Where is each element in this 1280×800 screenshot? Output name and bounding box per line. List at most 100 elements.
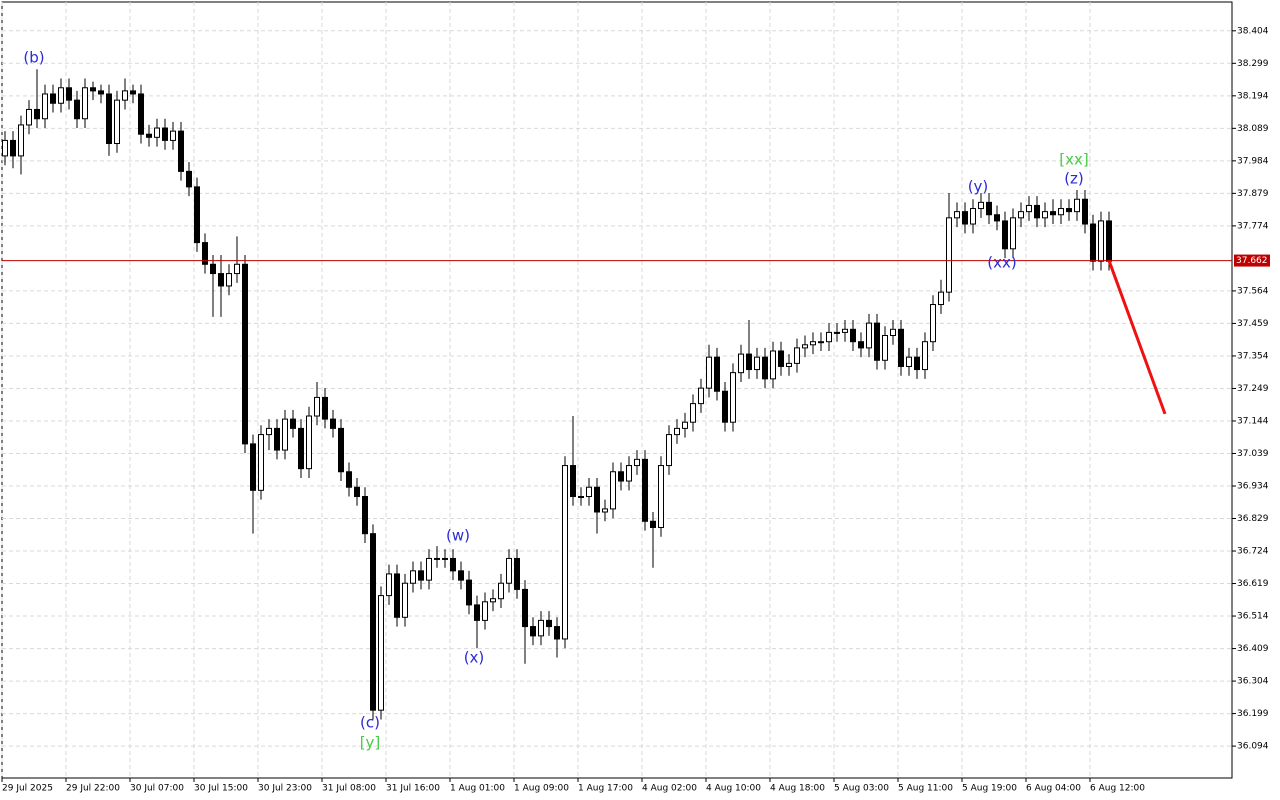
candle-body — [874, 322, 880, 361]
y-tick-label: 37.144 — [1237, 416, 1269, 426]
candle-body — [698, 387, 704, 405]
candle-body — [802, 344, 808, 349]
candle-body — [818, 341, 824, 344]
candle-body — [250, 443, 256, 491]
candle-body — [1058, 208, 1064, 216]
candle-body — [378, 595, 384, 711]
candle-body — [554, 626, 560, 640]
candle-body — [226, 273, 232, 287]
candle-body — [938, 291, 944, 306]
y-tick-label: 37.354 — [1237, 351, 1269, 361]
wave-label: (y) — [968, 178, 989, 196]
y-tick-label: 37.249 — [1237, 384, 1269, 394]
candle-body — [882, 335, 888, 361]
x-tick-label: 4 Aug 02:00 — [642, 784, 697, 794]
candle-body — [98, 90, 104, 95]
forecast-line — [1107, 260, 1167, 415]
candle-body — [186, 170, 192, 188]
candle-body — [218, 273, 224, 287]
x-tick-label: 31 Jul 08:00 — [322, 784, 376, 794]
candle-body — [754, 356, 760, 371]
candle-body — [674, 427, 680, 436]
candle-body — [850, 328, 856, 343]
y-tick-label: 36.724 — [1237, 547, 1269, 557]
candle-body — [714, 356, 720, 392]
y-tick-label: 36.409 — [1237, 644, 1269, 654]
candle-body — [394, 573, 400, 618]
candle-body — [618, 471, 624, 482]
candle-body — [266, 427, 272, 436]
candle-body — [994, 214, 1000, 222]
candle-body — [610, 471, 616, 510]
candle-body — [986, 201, 992, 216]
candle-body — [466, 579, 472, 606]
candle-body — [370, 533, 376, 711]
candle-body — [146, 133, 152, 138]
x-tick-label: 6 Aug 04:00 — [1026, 784, 1081, 794]
y-tick-label: 37.774 — [1237, 221, 1269, 231]
candle-body — [1050, 211, 1056, 216]
x-tick-label: 5 Aug 19:00 — [962, 784, 1017, 794]
candle-body — [434, 557, 440, 560]
candle-body — [722, 390, 728, 423]
candle-body — [18, 124, 24, 157]
candle-body — [650, 520, 656, 528]
candle-body — [530, 626, 536, 637]
candle-body — [74, 99, 80, 120]
candle-body — [930, 304, 936, 343]
wave-label: (c) — [360, 714, 380, 732]
candle-body — [666, 434, 672, 467]
x-tick-label: 4 Aug 18:00 — [770, 784, 825, 794]
candle-body — [66, 87, 72, 101]
candle-body — [866, 322, 872, 349]
candle-body — [682, 421, 688, 429]
y-tick-label: 38.089 — [1237, 124, 1269, 134]
x-tick-label: 6 Aug 12:00 — [1090, 784, 1145, 794]
price-label: 37.662 — [1236, 256, 1268, 266]
wave-label: (z) — [1064, 170, 1084, 188]
x-tick-label: 5 Aug 03:00 — [834, 784, 889, 794]
x-tick-label: 30 Jul 23:00 — [258, 784, 312, 794]
candle-body — [738, 353, 744, 374]
candle-body — [274, 427, 280, 451]
candle-body — [970, 208, 976, 225]
candle-body — [890, 328, 896, 337]
candle-body — [570, 465, 576, 498]
candle-body — [162, 127, 168, 141]
candle-body — [842, 328, 848, 333]
candle-body — [122, 90, 128, 101]
candle-body — [426, 557, 432, 581]
candle-body — [858, 341, 864, 349]
candle-body — [794, 347, 800, 364]
candle-body — [922, 341, 928, 371]
candle-body — [106, 93, 112, 145]
plot-frame — [1, 1, 1233, 779]
candle-body — [586, 486, 592, 498]
candle-body — [194, 186, 200, 244]
wave-label: [y] — [360, 734, 381, 752]
candle-body — [658, 465, 664, 528]
candle-body — [58, 87, 64, 104]
x-tick-label: 29 Jul 22:00 — [66, 784, 120, 794]
candle-body — [762, 356, 768, 380]
y-tick-label: 38.194 — [1237, 91, 1269, 101]
y-tick-label: 37.039 — [1237, 449, 1269, 459]
candle-body — [10, 139, 16, 157]
candle-body — [1010, 217, 1016, 250]
candle-body — [490, 598, 496, 603]
candle-body — [1034, 204, 1040, 219]
x-tick-label: 1 Aug 17:00 — [578, 784, 633, 794]
candle-body — [474, 604, 480, 621]
candle-body — [1074, 198, 1080, 213]
candle-body — [1082, 198, 1088, 225]
candle-body — [402, 582, 408, 618]
candle-body — [1042, 211, 1048, 219]
y-tick-label: 38.299 — [1237, 59, 1269, 69]
x-tick-label: 1 Aug 09:00 — [514, 784, 569, 794]
candle-body — [386, 573, 392, 597]
candle-body — [498, 582, 504, 600]
candle-body — [234, 263, 240, 275]
candle-body — [410, 570, 416, 584]
candle-body — [258, 434, 264, 491]
wave-label: (x) — [464, 649, 485, 667]
